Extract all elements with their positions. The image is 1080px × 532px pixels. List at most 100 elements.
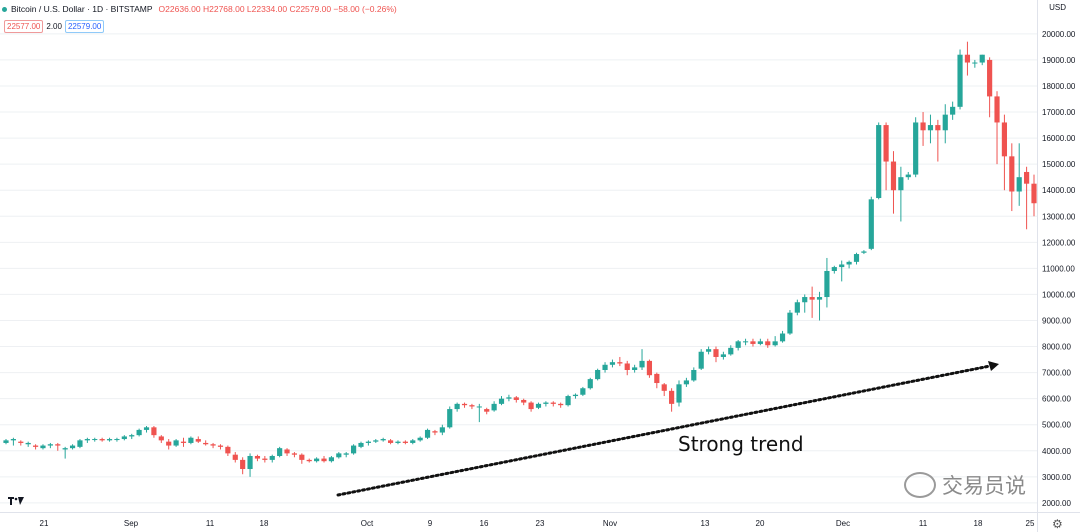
candle-body <box>351 445 357 454</box>
candle-body <box>491 403 497 411</box>
y-tick-label: 2000.00 <box>1042 499 1071 508</box>
candle-body <box>373 440 379 442</box>
candle-body <box>816 297 823 300</box>
candle-body <box>77 440 83 447</box>
candle-body <box>25 442 31 445</box>
symbol-title[interactable]: Bitcoin / U.S. Dollar · 1D · BITSTAMP <box>11 4 153 14</box>
tradingview-logo-icon[interactable] <box>8 497 24 509</box>
x-tick-label: 21 <box>40 519 49 528</box>
candle-body <box>1009 156 1015 192</box>
y-tick-label: 5000.00 <box>1042 421 1071 430</box>
candle-body <box>262 458 268 460</box>
candle-body <box>713 349 719 357</box>
candle-body <box>595 369 601 380</box>
candle-body <box>314 458 320 462</box>
candle-body <box>166 441 172 446</box>
candle-body <box>114 439 120 441</box>
candle-body <box>136 429 142 436</box>
candle-body <box>831 267 837 271</box>
x-tick-label: 11 <box>919 519 928 528</box>
bid-ask-row: 22577.00 2.00 22579.00 <box>4 20 105 33</box>
ohlc-values: O22636.00 H22768.00 L22334.00 C22579.00 … <box>158 4 397 14</box>
candle-body <box>106 439 113 441</box>
candle-body <box>84 439 90 441</box>
candle-body <box>299 454 305 460</box>
candle-body <box>461 403 468 406</box>
candle-body <box>927 125 934 131</box>
x-tick-label: Nov <box>603 519 617 528</box>
candle-body <box>920 122 926 131</box>
candle-body <box>957 54 963 107</box>
candle-body <box>794 302 800 313</box>
candle-body <box>469 405 475 407</box>
candle-body <box>609 362 616 365</box>
candle-body <box>706 349 712 352</box>
candle-body <box>735 341 741 348</box>
candle-body <box>765 341 771 346</box>
candle-body <box>203 442 209 445</box>
candle-body <box>210 444 216 446</box>
candle-body <box>1016 177 1022 192</box>
candle-body <box>240 459 246 470</box>
gear-icon[interactable]: ⚙ <box>1052 517 1063 531</box>
sell-price-button[interactable]: 22577.00 <box>4 20 44 33</box>
candle-body <box>121 436 127 440</box>
candle-body <box>809 297 815 300</box>
candle-body <box>772 341 778 346</box>
candle-body <box>506 397 512 399</box>
candle-body <box>284 449 290 454</box>
candle-body <box>757 341 763 344</box>
candle-body <box>824 270 830 298</box>
y-tick-label: 19000.00 <box>1042 56 1076 65</box>
candle-body <box>646 360 653 376</box>
y-tick-label: 7000.00 <box>1042 369 1071 378</box>
candle-body <box>543 402 549 404</box>
candle-body <box>661 384 667 391</box>
candle-body <box>528 402 534 410</box>
candle-body <box>277 448 283 456</box>
candle-body <box>387 440 394 443</box>
currency-label[interactable]: USD <box>1049 3 1066 12</box>
candle-body <box>617 362 623 364</box>
price-axis[interactable]: 2000.00 3000.00 4000.00 5000.00 6000.00 7000.… <box>1037 0 1076 532</box>
y-tick-label: 20000.00 <box>1042 30 1076 39</box>
candle-body <box>402 441 408 443</box>
market-status-icon <box>2 6 7 12</box>
candle-body <box>987 59 993 97</box>
candle-body <box>535 403 542 408</box>
candle-body <box>669 390 675 404</box>
x-tick-label: 16 <box>480 519 489 528</box>
watermark-text: 交易员说 <box>942 475 1026 498</box>
arrow-head <box>988 361 999 371</box>
y-tick-label: 15000.00 <box>1042 160 1076 169</box>
candle-body <box>55 444 61 446</box>
candle-body <box>624 363 630 370</box>
y-tick-label: 18000.00 <box>1042 82 1076 91</box>
candle-body <box>676 384 682 403</box>
candle-body <box>358 442 364 447</box>
candle-body <box>839 264 845 268</box>
y-tick-label: 10000.00 <box>1042 290 1076 299</box>
trend-line <box>336 364 992 497</box>
candle-body <box>92 439 98 441</box>
candle-body <box>336 453 342 458</box>
candle-body <box>188 437 194 443</box>
candle-body <box>787 312 793 334</box>
candle-body <box>439 427 445 433</box>
candle-body <box>232 454 238 460</box>
candle-body <box>143 427 150 430</box>
candle-body <box>513 397 519 400</box>
candle-body <box>321 458 327 462</box>
buy-price-button[interactable]: 22579.00 <box>64 20 105 33</box>
candle-body <box>979 54 985 63</box>
candle-body <box>306 459 312 462</box>
candle-body <box>395 441 401 443</box>
candle-body <box>454 403 460 410</box>
candle-body <box>129 435 135 437</box>
candle-body <box>898 177 904 191</box>
candle-body <box>10 439 16 441</box>
candle-body <box>99 439 105 441</box>
time-axis[interactable]: 21 Sep 11 18 Oct 9 16 23 Nov 13 20 Dec 11 18 25 <box>0 512 1080 529</box>
candle-body <box>565 396 571 406</box>
